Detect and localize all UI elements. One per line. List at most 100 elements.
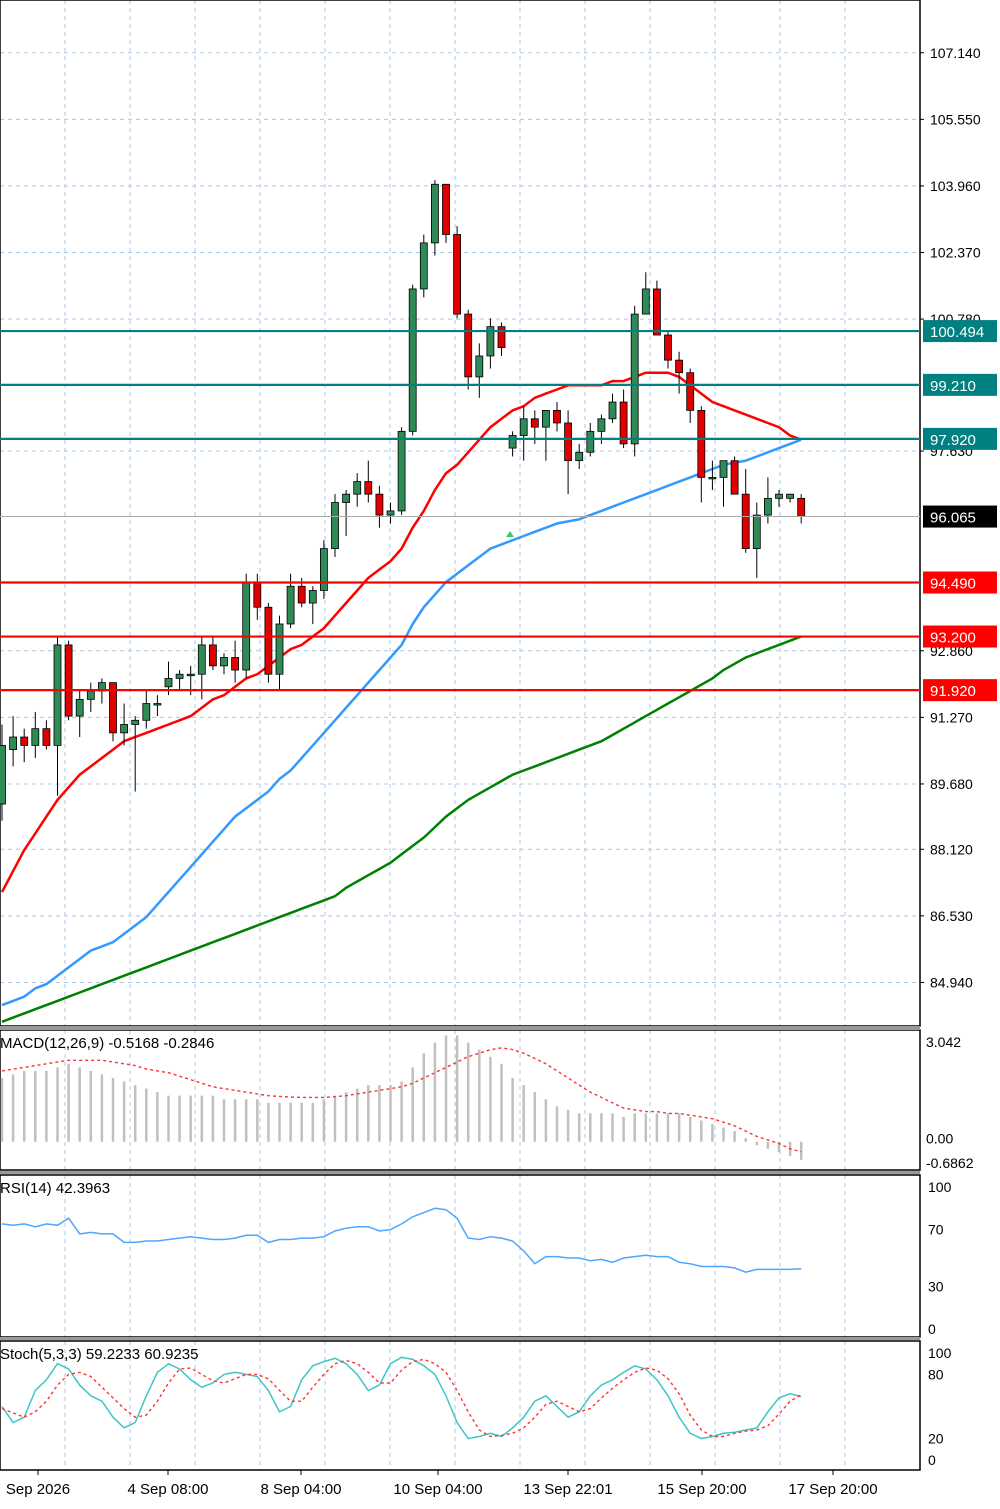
candle-body: [664, 334, 672, 361]
candle-body: [175, 673, 184, 679]
candle-body: [775, 493, 783, 499]
candle-body: [497, 326, 506, 348]
panel-separator: [0, 1026, 920, 1030]
candle-body: [53, 644, 62, 746]
candle-body: [630, 313, 639, 445]
support-level-label: 94.490: [930, 576, 976, 593]
candle-body: [697, 409, 706, 478]
candle-body: [553, 409, 561, 424]
support-level-label: 93.200: [930, 630, 976, 647]
price-tick-label: 86.530: [930, 908, 973, 924]
candle-body: [286, 585, 295, 625]
candle-body: [619, 401, 628, 445]
candle-body: [786, 493, 794, 499]
stoch-title: Stoch(5,3,3) 59.2233 60.9235: [0, 1346, 199, 1363]
panel-separator: [0, 1337, 920, 1340]
rsi-axis-label: 70: [928, 1222, 944, 1238]
candle-body: [597, 418, 606, 432]
candle-body: [764, 497, 772, 516]
candle-body: [608, 401, 617, 420]
current-price-label: 96.065: [930, 510, 976, 527]
candle-body: [220, 657, 228, 667]
candle-body: [675, 359, 683, 374]
candle-body: [242, 581, 251, 671]
time-axis-label: 8 Sep 04:00: [261, 1481, 342, 1498]
candle-body: [0, 745, 6, 805]
candle-body: [486, 326, 495, 357]
rsi-axis-label: 30: [928, 1278, 944, 1294]
candle-body: [86, 690, 95, 700]
stoch-axis-label: 20: [928, 1431, 944, 1447]
macd-title: MACD(12,26,9) -0.5168 -0.2846: [0, 1035, 214, 1052]
candle-body: [530, 418, 539, 428]
panel-frame: [0, 0, 921, 1027]
candle-body: [20, 736, 29, 746]
price-tick-label: 107.140: [930, 45, 981, 61]
candle-body: [508, 435, 517, 449]
candle-body: [797, 497, 806, 517]
support-level-tag: [923, 679, 997, 702]
resistance-level-tag: [923, 427, 997, 450]
candle-body: [319, 548, 328, 591]
resistance-level-tag: [923, 373, 997, 396]
candle-body: [464, 313, 473, 378]
candle-body: [64, 644, 73, 717]
price-tick-label: 91.270: [930, 709, 973, 725]
candle-body: [308, 590, 317, 604]
rsi-axis-label: 0: [928, 1321, 936, 1337]
candle-body: [397, 430, 406, 512]
candle-body: [575, 451, 584, 462]
panel-frame: [0, 1174, 921, 1338]
candle-body: [730, 460, 739, 495]
candle-body: [120, 724, 128, 734]
candle-body: [386, 510, 395, 516]
moving-average-line: [1, 438, 802, 1007]
candle-body: [519, 418, 528, 436]
panel-separator: [0, 1171, 920, 1174]
rsi-title: RSI(14) 42.3963: [0, 1180, 110, 1197]
candle-body: [142, 703, 151, 721]
candle-body: [442, 183, 450, 235]
candle-body: [475, 355, 484, 378]
rsi-axis-label: 100: [928, 1179, 952, 1195]
support-level-label: 91.920: [930, 683, 976, 700]
candle-body: [375, 493, 384, 516]
candle-body: [708, 477, 717, 480]
stoch-k-line: [1, 1356, 802, 1440]
candle-body: [353, 481, 362, 495]
panel-frame: [0, 1340, 921, 1471]
candle-body: [641, 288, 650, 315]
time-axis-label: Sep 2026: [6, 1481, 70, 1498]
price-tick-label: 103.960: [930, 178, 981, 194]
price-tick-label: 88.120: [930, 841, 973, 857]
candle-body: [131, 719, 140, 725]
stoch-d-line: [1, 1358, 802, 1438]
candle-body: [253, 581, 262, 608]
candle-body: [408, 288, 417, 432]
support-level-tag: [923, 625, 997, 648]
candle-body: [752, 514, 761, 549]
time-axis-label: 17 Sep 20:00: [788, 1481, 877, 1498]
candle-body: [264, 606, 273, 675]
candle-body: [542, 409, 550, 428]
candle-body: [653, 288, 661, 336]
candle-body: [741, 493, 750, 549]
candle-body: [686, 372, 695, 411]
stoch-axis-label: 0: [928, 1452, 936, 1468]
candle-body: [109, 682, 117, 734]
time-axis-label: 15 Sep 20:00: [657, 1481, 746, 1498]
current-price-tag: [923, 505, 997, 528]
candle-body: [430, 183, 439, 244]
resistance-level-label: 99.210: [930, 378, 976, 395]
time-axis-label: 10 Sep 04:00: [393, 1481, 482, 1498]
candle-body: [419, 242, 428, 290]
candle-body: [164, 678, 173, 688]
candle-body: [719, 460, 728, 478]
resistance-level-label: 97.920: [930, 432, 976, 449]
price-tick-label: 105.550: [930, 111, 981, 127]
signal-arrow: [506, 531, 514, 537]
candle-body: [297, 585, 306, 604]
macd-axis-label: -0.6862: [926, 1155, 974, 1171]
candle-body: [31, 728, 40, 746]
